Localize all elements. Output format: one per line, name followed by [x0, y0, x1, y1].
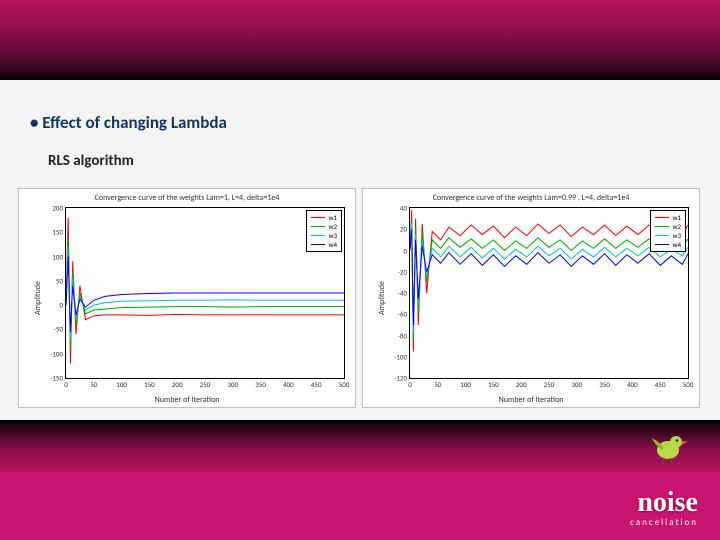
legend-item: w4	[655, 240, 681, 249]
y-tick: -40	[398, 289, 410, 298]
x-tick: 500	[683, 378, 694, 389]
y-tick: -50	[54, 325, 66, 334]
y-tick: 40	[400, 204, 410, 213]
x-tick: 350	[599, 378, 610, 389]
y-axis-label: Amplitude	[377, 281, 387, 315]
x-tick: 150	[488, 378, 499, 389]
y-tick: 50	[56, 276, 66, 285]
x-tick: 100	[460, 378, 471, 389]
x-tick: 300	[227, 378, 238, 389]
legend-item: w4	[311, 240, 337, 249]
series-line-w1	[410, 210, 688, 351]
subtitle: RLS algorithm	[48, 152, 134, 170]
x-tick: 50	[434, 378, 441, 389]
chart-title: Convergence curve of the weights Lam=1, …	[19, 193, 355, 203]
series-svg	[410, 208, 688, 378]
legend-label: w3	[328, 231, 337, 240]
slide: • Effect of changing Lambda RLS algorith…	[0, 0, 720, 540]
legend-label: w1	[328, 213, 337, 222]
x-tick: 400	[283, 378, 294, 389]
y-axis-label: Amplitude	[33, 281, 43, 315]
y-tick: 150	[52, 228, 66, 237]
series-line-w1	[66, 218, 344, 364]
series-line-w4	[66, 257, 344, 332]
chart-title: Convergence curve of the weights Lam=0.9…	[363, 193, 699, 203]
legend-label: w3	[672, 231, 681, 240]
plot-area: w1w2w3w4 -150-100-5005010015020005010015…	[65, 207, 345, 379]
logo: noise cancellation	[630, 487, 698, 528]
legend-swatch	[655, 217, 669, 218]
legend-item: w3	[655, 231, 681, 240]
legend: w1w2w3w4	[306, 210, 342, 252]
x-tick: 200	[172, 378, 183, 389]
chart-right: Convergence curve of the weights Lam=0.9…	[362, 188, 700, 408]
x-tick: 0	[408, 378, 412, 389]
series-svg	[66, 208, 344, 378]
y-tick: -100	[50, 349, 66, 358]
y-tick: 0	[59, 301, 66, 310]
y-tick: -60	[398, 310, 410, 319]
y-tick: -100	[394, 352, 410, 361]
legend-label: w1	[672, 213, 681, 222]
x-tick: 350	[255, 378, 266, 389]
legend-swatch	[655, 235, 669, 236]
legend-item: w1	[311, 213, 337, 222]
legend-swatch	[311, 235, 325, 236]
x-axis-label: Number of Iteration	[19, 395, 355, 405]
legend-swatch	[655, 226, 669, 227]
x-axis-label: Number of Iteration	[363, 395, 699, 405]
legend-swatch	[311, 217, 325, 218]
x-tick: 50	[90, 378, 97, 389]
logo-sub: cancellation	[630, 517, 698, 528]
legend-label: w4	[672, 240, 681, 249]
legend-label: w2	[672, 222, 681, 231]
series-line-w4	[410, 229, 688, 325]
legend-item: w1	[655, 213, 681, 222]
y-tick: 20	[400, 225, 410, 234]
bullet-heading: • Effect of changing Lambda	[30, 112, 227, 133]
x-tick: 200	[516, 378, 527, 389]
legend-label: w2	[328, 222, 337, 231]
bottom-gradient-band	[0, 420, 720, 472]
legend-swatch	[311, 244, 325, 245]
chart-left: Convergence curve of the weights Lam=1, …	[18, 188, 356, 408]
x-tick: 0	[64, 378, 68, 389]
legend-label: w4	[328, 240, 337, 249]
x-tick: 250	[544, 378, 555, 389]
legend-item: w3	[311, 231, 337, 240]
y-tick: 100	[52, 252, 66, 261]
charts-row: Convergence curve of the weights Lam=1, …	[18, 188, 700, 408]
x-tick: 150	[144, 378, 155, 389]
x-tick: 450	[655, 378, 666, 389]
y-tick: -80	[398, 331, 410, 340]
logo-main: noise	[630, 487, 698, 519]
legend-swatch	[311, 226, 325, 227]
legend-item: w2	[655, 222, 681, 231]
y-tick: -20	[398, 267, 410, 276]
x-tick: 450	[311, 378, 322, 389]
x-tick: 250	[200, 378, 211, 389]
y-tick: 200	[52, 204, 66, 213]
legend-item: w2	[311, 222, 337, 231]
y-tick: 0	[403, 246, 410, 255]
x-tick: 300	[571, 378, 582, 389]
legend-swatch	[655, 244, 669, 245]
legend: w1w2w3w4	[650, 210, 686, 252]
x-tick: 400	[627, 378, 638, 389]
top-gradient-band	[0, 0, 720, 80]
bird-icon	[648, 428, 690, 464]
x-tick: 100	[116, 378, 127, 389]
series-line-w2	[410, 219, 688, 341]
x-tick: 500	[339, 378, 350, 389]
plot-area: w1w2w3w4 -120-100-80-60-40-2002040050100…	[409, 207, 689, 379]
